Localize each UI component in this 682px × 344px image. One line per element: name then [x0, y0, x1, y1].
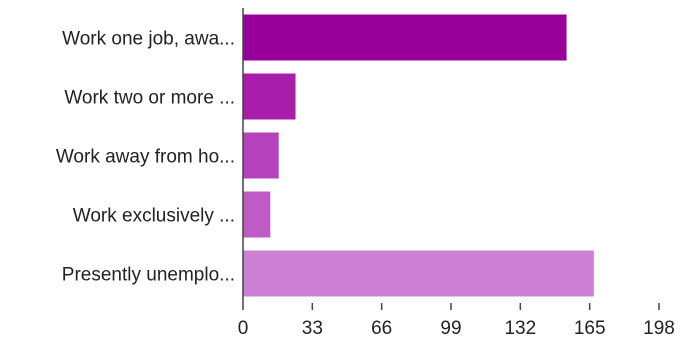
- x-tick-label-198: 198: [643, 318, 675, 339]
- bar-1: [243, 14, 567, 61]
- x-tick-label-132: 132: [504, 318, 536, 339]
- x-tick-label-165: 165: [574, 318, 606, 339]
- x-tick-label-66: 66: [371, 318, 392, 339]
- x-tick-label-0: 0: [238, 318, 249, 339]
- category-label-1: Work one job, awa...: [62, 29, 235, 50]
- bars-layer: [243, 14, 594, 297]
- labels-layer: Work one job, awa... Work two or more ...…: [56, 29, 675, 340]
- bar-3: [243, 132, 279, 179]
- category-label-4: Work exclusively ...: [73, 206, 235, 227]
- x-tick-label-99: 99: [440, 318, 461, 339]
- x-tick-label-33: 33: [302, 318, 323, 339]
- bar-4: [243, 191, 271, 238]
- bar-2: [243, 73, 296, 120]
- category-label-2: Work two or more ...: [64, 88, 235, 109]
- bar-5: [243, 250, 594, 297]
- category-label-3: Work away from ho...: [56, 147, 235, 168]
- axis-layer: [242, 8, 660, 310]
- category-label-5: Presently unemplo...: [62, 265, 235, 286]
